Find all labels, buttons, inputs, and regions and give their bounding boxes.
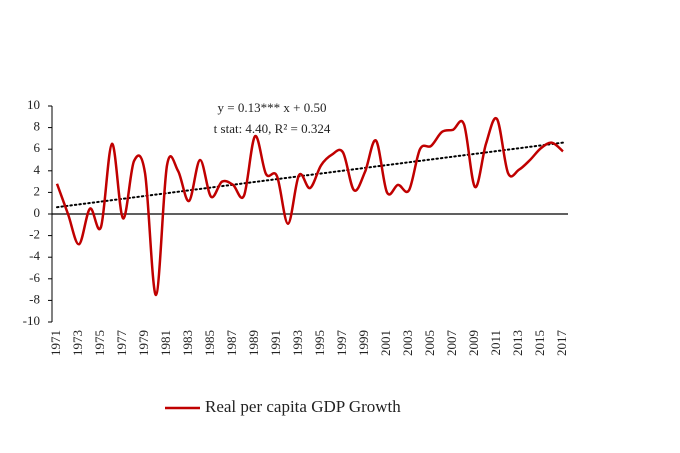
y-tick-label: 8 — [34, 119, 41, 134]
x-tick-label: 2013 — [510, 330, 525, 356]
x-tick-label: 2003 — [400, 330, 415, 356]
x-tick-label: 1985 — [202, 330, 217, 356]
trend-line — [56, 141, 564, 209]
x-tick-label: 1977 — [114, 330, 129, 357]
statistics: t stat: 4.40, R² = 0.324 — [214, 121, 331, 136]
data-line — [55, 116, 564, 297]
x-tick-label: 1997 — [334, 330, 349, 357]
y-tick-label: 4 — [34, 162, 41, 177]
x-tick-label: 1999 — [356, 330, 371, 356]
legend-label: Real per capita GDP Growth — [205, 397, 401, 416]
x-tick-label: 1987 — [224, 330, 239, 357]
x-tick-label: 1993 — [290, 330, 305, 356]
y-tick-label: -6 — [29, 270, 40, 285]
x-tick-label: 1981 — [158, 330, 173, 356]
y-tick-label: -4 — [29, 248, 40, 263]
y-tick-label: 6 — [34, 140, 41, 155]
x-tick-label: 2007 — [444, 330, 459, 357]
y-tick-label: -2 — [29, 227, 40, 242]
y-tick-label: -8 — [29, 291, 40, 306]
equation: y = 0.13*** x + 0.50 — [218, 100, 327, 115]
x-tick-label: 1973 — [70, 330, 85, 356]
x-tick-label: 2015 — [532, 330, 547, 356]
y-tick-label: -10 — [23, 313, 40, 328]
x-tick-label: 1989 — [246, 330, 261, 356]
x-tick-label: 2009 — [466, 330, 481, 356]
y-tick-label: 10 — [27, 97, 40, 112]
x-tick-label: 2005 — [422, 330, 437, 356]
y-tick-label: 2 — [34, 183, 41, 198]
x-tick-label: 1971 — [48, 330, 63, 356]
x-tick-label: 1975 — [92, 330, 107, 356]
x-tick-label: 1995 — [312, 330, 327, 356]
x-tick-label: 1979 — [136, 330, 151, 356]
x-tick-label: 2001 — [378, 330, 393, 356]
x-tick-label: 1983 — [180, 330, 195, 356]
y-tick-label: 0 — [34, 205, 41, 220]
x-tick-label: 1991 — [268, 330, 283, 356]
x-tick-label: 2011 — [488, 330, 503, 356]
x-tick-label: 2017 — [554, 330, 569, 357]
